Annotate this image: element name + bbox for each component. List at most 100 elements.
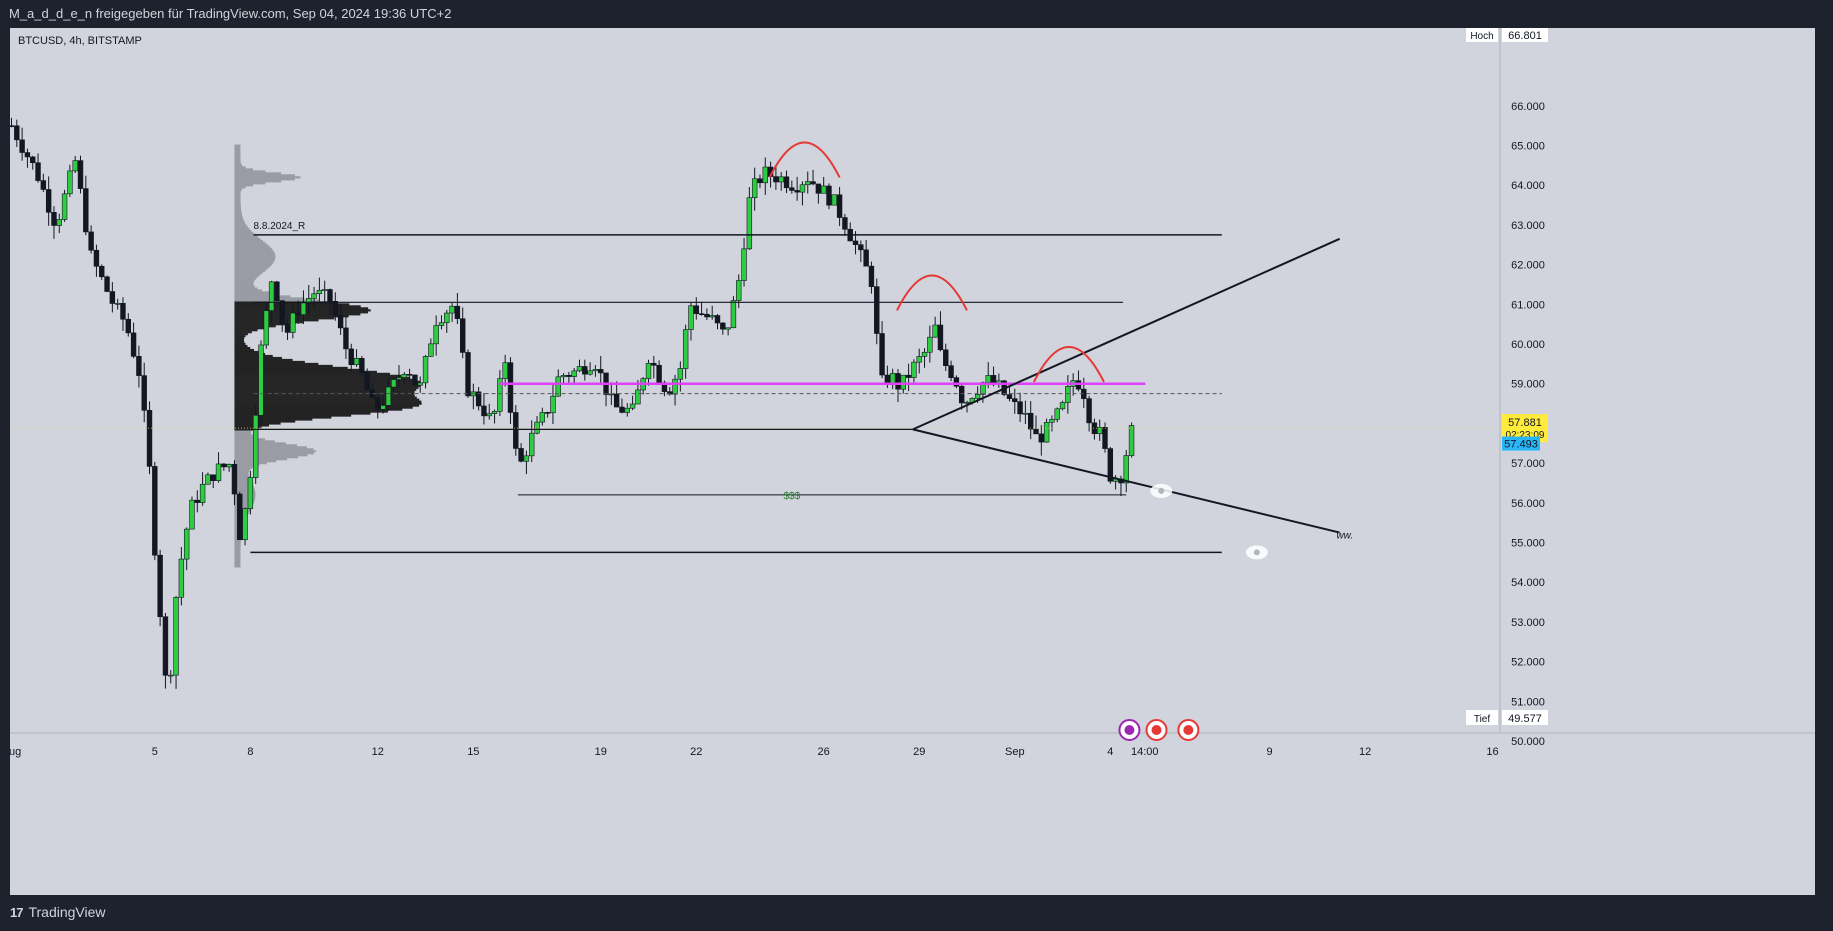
volume-profile-bar <box>234 184 254 187</box>
candle-up <box>449 305 455 314</box>
candle-down <box>1017 401 1023 415</box>
candle-up <box>1054 408 1060 420</box>
volume-profile-bar <box>234 283 254 286</box>
volume-profile-bar <box>234 190 241 193</box>
candle-up <box>258 344 264 416</box>
volume-profile-bar <box>234 386 419 389</box>
volume-profile-bar <box>234 400 422 403</box>
candle-down <box>783 176 790 189</box>
candle-down <box>1102 426 1108 449</box>
candle-down <box>284 323 291 333</box>
event-icon-core <box>1151 725 1162 735</box>
eye-icon[interactable] <box>1245 545 1268 560</box>
brand-name: TradingView <box>28 904 106 920</box>
candle-down <box>332 301 339 316</box>
volume-profile-bar <box>234 545 241 548</box>
candle-down <box>19 139 25 153</box>
candle-up <box>1128 425 1135 456</box>
volume-profile-bar <box>234 154 241 157</box>
candle-up <box>306 298 312 304</box>
us-flag-event-icon[interactable] <box>1177 719 1200 741</box>
hoch-label: Hoch <box>1470 31 1493 42</box>
candle-down <box>295 312 301 315</box>
x-tick-label: 19 <box>595 746 607 758</box>
volume-profile-bar <box>234 454 308 457</box>
candle-up <box>587 370 593 375</box>
volume-profile-bar <box>234 414 352 417</box>
price-chart[interactable]: 8.8.2024_R $$$ ww. 66.000 65.000 64.000 63.000… <box>2 27 1815 895</box>
chart-area[interactable]: 8.8.2024_R $$$ ww. 66.000 65.000 64.000 63.000… <box>2 27 1815 895</box>
volume-profile-bar <box>234 281 254 284</box>
volume-profile-bar <box>234 221 246 225</box>
candle-down <box>773 176 779 183</box>
candle-down <box>210 474 216 481</box>
countdown-value: 02:23:09 <box>1506 430 1545 441</box>
event-icon-core <box>1183 725 1194 735</box>
volume-profile-bar <box>234 384 421 387</box>
candle-up <box>1049 418 1055 423</box>
tradingview-brand[interactable]: 17 TradingView <box>10 904 106 920</box>
volume-profile-bar <box>234 352 266 356</box>
candle-up <box>1123 455 1129 484</box>
volume-profile-bar <box>234 539 241 542</box>
volume-profile-bar <box>234 547 241 550</box>
volume-profile-bar <box>234 468 251 471</box>
hoch-label-bg <box>1466 27 1498 42</box>
y-tick-label: 66.000 <box>1511 101 1545 113</box>
candle-up <box>688 305 694 330</box>
volume-profile-bar <box>234 337 245 340</box>
candle-up <box>921 351 928 357</box>
y-tick-label: 64.000 <box>1511 180 1545 192</box>
volume-profile-bar <box>234 410 388 413</box>
volume-profile-bar <box>234 466 255 469</box>
candle-down <box>125 318 131 334</box>
x-tick-label: Sep <box>1005 746 1025 758</box>
volume-profile-bar <box>234 372 390 375</box>
eye-icon[interactable] <box>1150 483 1173 498</box>
volume-profile-bar <box>234 178 295 181</box>
volume-profile-bar <box>234 436 258 439</box>
candle-up <box>114 303 121 305</box>
us-flag-event-icon[interactable] <box>1145 719 1168 741</box>
x-tick-label: 8 <box>247 746 253 758</box>
volume-profile-bar <box>234 418 313 421</box>
x-tick-label: 26 <box>818 746 830 758</box>
candle-down <box>953 377 960 387</box>
date-annotation-label: 8.8.2024_R <box>254 221 306 232</box>
candle-down <box>613 393 620 408</box>
volume-profile-bar <box>234 452 314 455</box>
candle-up <box>682 329 689 369</box>
candle-up <box>635 389 641 405</box>
candle-down <box>8 125 15 127</box>
volume-profile-bar <box>234 416 332 419</box>
volume-profile-bar <box>234 245 270 248</box>
candle-up <box>985 375 991 383</box>
candle-down <box>130 332 137 357</box>
volume-profile-bar <box>234 497 256 501</box>
volume-profile-bar <box>234 243 268 246</box>
volume-profile-bar <box>234 255 276 258</box>
lightning-event-icon[interactable] <box>1118 719 1141 741</box>
candle-down <box>221 463 227 468</box>
candle-up <box>805 181 811 186</box>
candle-down <box>337 314 344 329</box>
volume-profile-bar <box>234 489 256 493</box>
volume-profile-bar <box>234 251 275 254</box>
volume-profile-bar <box>234 404 420 407</box>
candle-down <box>858 244 864 251</box>
candle-up <box>486 413 492 417</box>
candle-up <box>911 361 917 378</box>
candle-up <box>778 176 784 183</box>
candle-up <box>173 596 179 676</box>
symbol-label: BTCUSD, 4h, BITSTAMP <box>18 35 142 47</box>
volume-profile-bar <box>234 503 254 506</box>
volume-profile-bar <box>234 346 251 350</box>
candle-down <box>698 313 705 315</box>
candle-up <box>608 393 615 396</box>
candle-down <box>40 180 47 190</box>
candle-down <box>1006 394 1013 399</box>
volume-profile-bar <box>234 408 403 411</box>
candle-down <box>693 305 699 314</box>
candle-up <box>242 508 248 541</box>
x-tick-label: 29 <box>913 746 925 758</box>
